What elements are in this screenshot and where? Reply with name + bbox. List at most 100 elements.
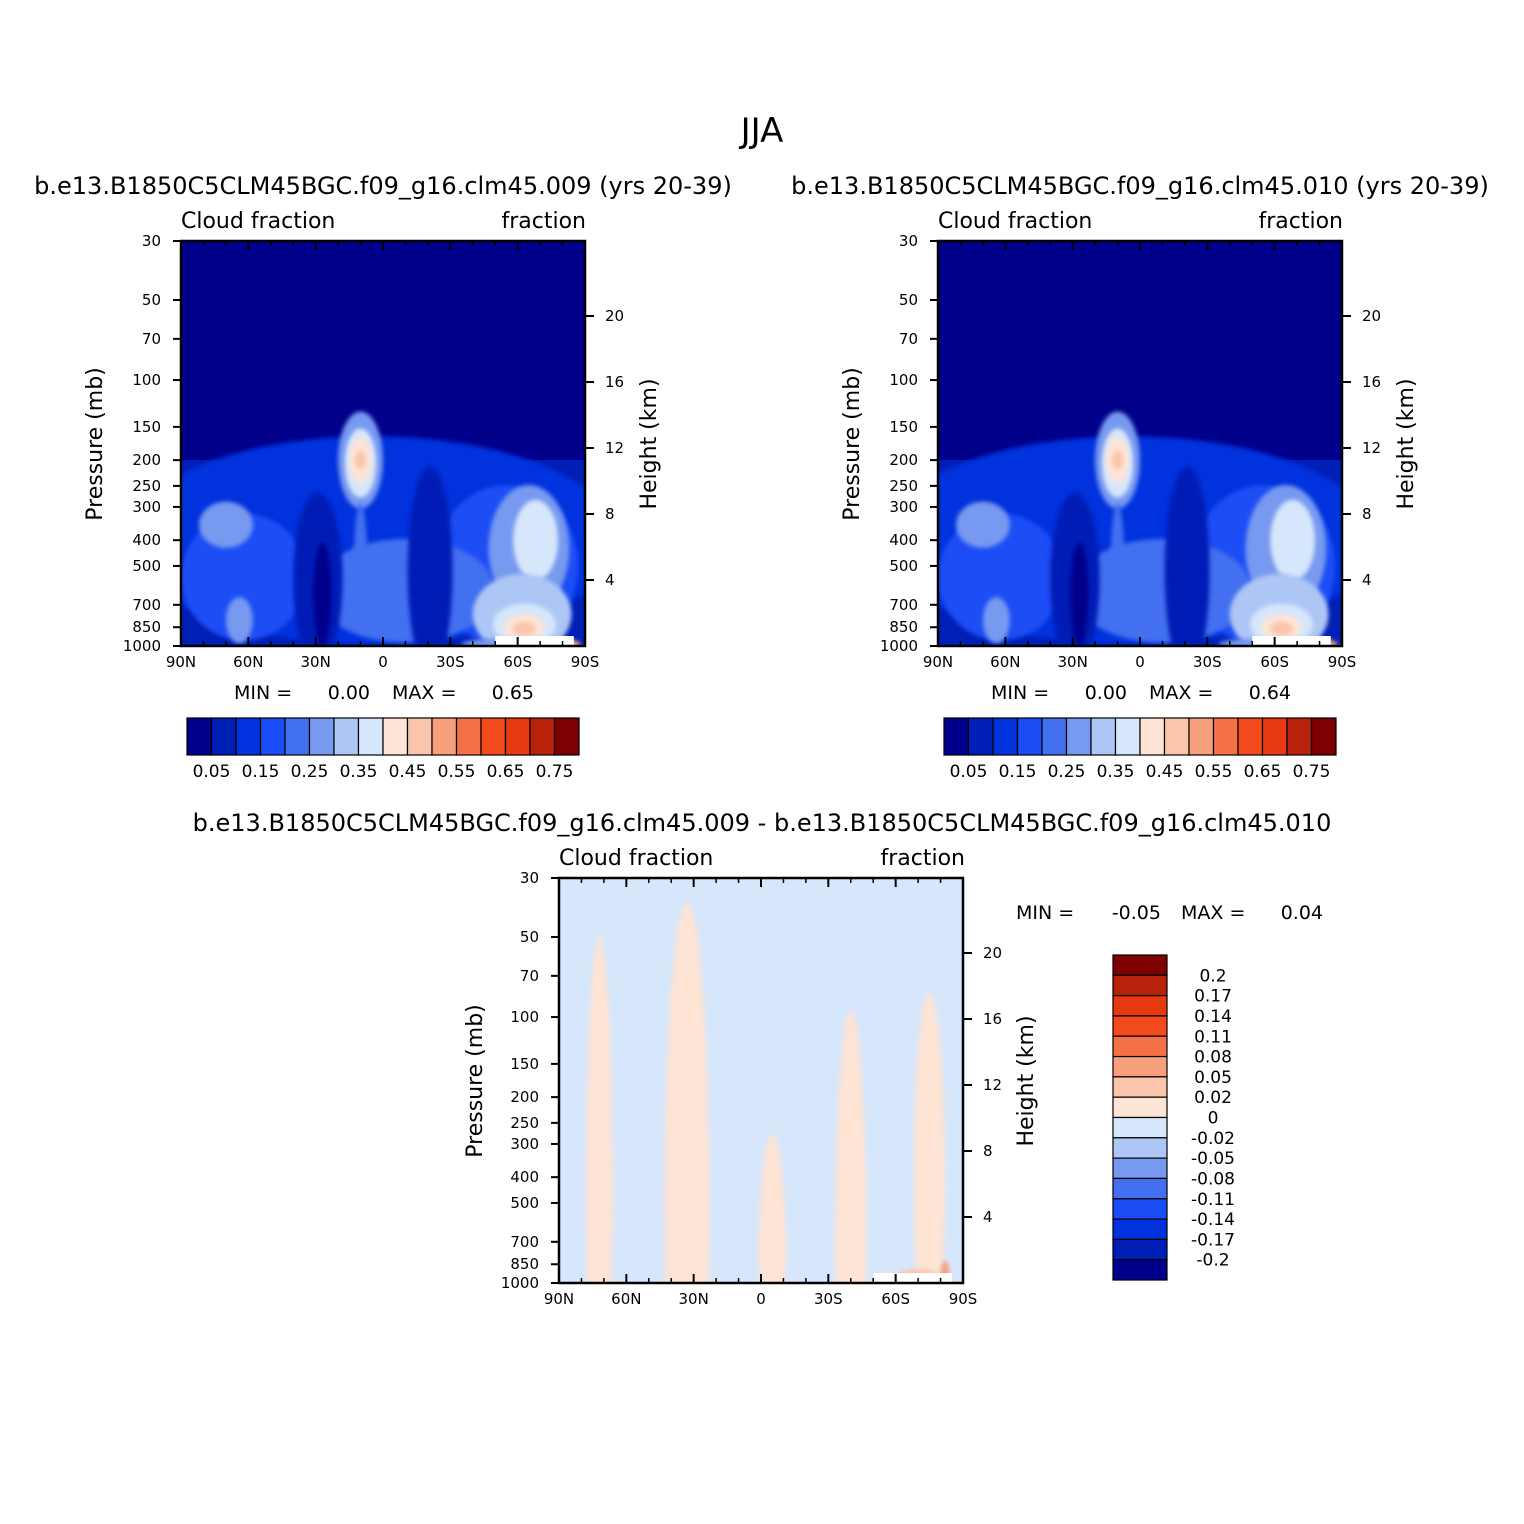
colorbar-label: -0.14 [1191, 1210, 1235, 1230]
x-tick-label: 0 [378, 653, 388, 671]
field-contour [1270, 499, 1316, 581]
y2-tick-label: 20 [1362, 307, 1381, 325]
y-tick-label: 200 [510, 1088, 539, 1106]
panel-1-axes: 90N 60N 30N 0 30S 60S 90S 30 50 70 100 150 200 250 300… [123, 232, 624, 671]
field-upper-band [181, 241, 585, 461]
panel-2-min-label: MIN = [991, 682, 1050, 704]
y-tick-label: 850 [889, 618, 918, 636]
x-tick-label: 60S [503, 653, 532, 671]
colorbar-box [992, 717, 1019, 756]
field-contour [1111, 450, 1124, 470]
colorbar-box [1286, 717, 1313, 756]
y-tick-label: 100 [889, 371, 918, 389]
colorbar-box [529, 717, 556, 756]
y-tick-label: 300 [132, 498, 161, 516]
y-tick-label: 150 [889, 418, 918, 436]
colorbar-box [1112, 1096, 1168, 1119]
colorbar-label: 0.05 [193, 762, 231, 782]
colorbar-box [480, 717, 507, 756]
y-tick-label: 70 [142, 330, 161, 348]
colorbar-box [406, 717, 433, 756]
colorbar-label: 0.75 [1293, 762, 1331, 782]
y2-tick-label: 20 [605, 307, 624, 325]
panel-3-min-value: -0.05 [1111, 902, 1161, 924]
field-contour [513, 621, 536, 636]
panel-2-max-label: MAX = [1149, 682, 1214, 704]
y-tick-label: 70 [899, 330, 918, 348]
panel-3-right-label: fraction [880, 846, 965, 871]
y-tick-label: 200 [132, 451, 161, 469]
y-tick-label: 30 [142, 232, 161, 250]
panel-2-field [938, 241, 1342, 646]
y-tick-label: 400 [510, 1168, 539, 1186]
y-tick-label: 150 [132, 418, 161, 436]
colorbar-label: 0.02 [1194, 1088, 1232, 1108]
y-tick-label: 250 [132, 477, 161, 495]
colorbar-box [1112, 1157, 1168, 1180]
colorbar-box [1112, 995, 1168, 1017]
y-tick-label: 30 [520, 869, 539, 887]
colorbar-box [1065, 717, 1092, 756]
y-tick-label: 50 [520, 928, 539, 946]
field-contour [758, 1134, 786, 1283]
field-contour [1072, 538, 1253, 643]
colorbar-box [1112, 1259, 1168, 1281]
colorbar-label: 0.75 [536, 762, 574, 782]
x-tick-label: 0 [756, 1290, 766, 1308]
y-tick-label: 500 [510, 1194, 539, 1212]
x-tick-label: 90S [949, 1290, 978, 1308]
field-missing-region [495, 636, 574, 646]
x-tick-label: 90N [923, 653, 953, 671]
colorbar-box [1112, 1198, 1168, 1220]
x-tick-label: 30S [1193, 653, 1222, 671]
colorbar-label: -0.05 [1191, 1149, 1235, 1169]
y2-tick-label: 16 [983, 1010, 1002, 1028]
colorbar-label: 0.11 [1194, 1027, 1232, 1047]
y-tick-label: 1000 [123, 637, 161, 655]
field-contour [1110, 503, 1125, 619]
y2-tick-label: 4 [983, 1208, 993, 1226]
colorbar-box [1261, 717, 1288, 756]
y2-tick-label: 8 [605, 505, 615, 523]
y-tick-label: 700 [132, 596, 161, 614]
field-contour [835, 1010, 867, 1283]
colorbar-label: -0.08 [1191, 1169, 1235, 1189]
panel-3-min-label: MIN = [1016, 902, 1075, 924]
colorbar-box [1112, 1035, 1168, 1058]
field-contour [407, 466, 453, 646]
y2-tick-label: 4 [1362, 571, 1372, 589]
panel-1-min-value: 0.00 [327, 682, 370, 704]
colorbar-box [1163, 717, 1190, 756]
panel-2-axes: 90N 60N 30N 0 30S 60S 90S 30 50 70 100 150 200 250 300… [880, 232, 1381, 671]
y-tick-label: 850 [132, 618, 161, 636]
colorbar-box [1112, 1116, 1168, 1139]
y-tick-label: 200 [889, 451, 918, 469]
x-tick-label: 60N [611, 1290, 641, 1308]
page-title: JJA [740, 111, 784, 151]
panel-2-title: b.e13.B1850C5CLM45BGC.f09_g16.clm45.010 … [791, 172, 1489, 200]
y-tick-label: 500 [132, 557, 161, 575]
y-tick-label: 300 [510, 1135, 539, 1153]
colorbar-box [1112, 974, 1168, 997]
y2-tick-label: 8 [983, 1142, 993, 1160]
colorbar-label: -0.02 [1191, 1129, 1235, 1149]
y2-tick-label: 4 [605, 571, 615, 589]
colorbar-label: 0.35 [340, 762, 378, 782]
field-contour [1270, 621, 1293, 636]
y-tick-label: 30 [899, 232, 918, 250]
y-tick-label: 50 [142, 291, 161, 309]
colorbar-box [967, 717, 994, 756]
colorbar-label: -0.11 [1191, 1190, 1235, 1210]
y-tick-label: 300 [889, 498, 918, 516]
colorbar-box [1112, 1177, 1168, 1200]
colorbar-box [1212, 717, 1239, 756]
field-contour [225, 597, 253, 644]
colorbar-box [1139, 717, 1166, 756]
panel-3-max-value: 0.04 [1280, 902, 1323, 924]
colorbar-label: 0.55 [438, 762, 476, 782]
x-tick-label: 90S [1328, 653, 1357, 671]
x-tick-label: 60N [233, 653, 263, 671]
x-tick-label: 30S [436, 653, 465, 671]
field-contour [1164, 466, 1210, 646]
colorbar-box [357, 717, 384, 756]
